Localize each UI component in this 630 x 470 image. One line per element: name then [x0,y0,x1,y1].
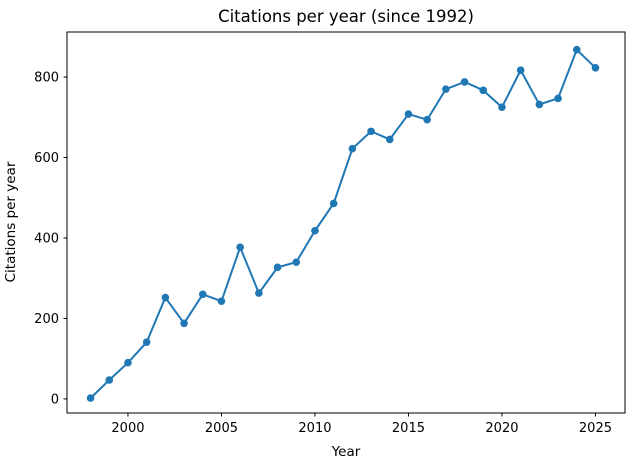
y-axis-label: Citations per year [3,161,19,282]
data-point [311,226,319,235]
y-tick-label: 600 [34,151,59,166]
x-tick-label: 2005 [205,421,238,436]
data-point [498,103,506,112]
data-point [105,376,114,384]
x-axis-label: Year [331,444,361,460]
series-line [89,48,597,400]
data-point [142,338,151,346]
y-tick-label: 800 [34,71,59,86]
chart-title: Citations per year (since 1992) [218,7,474,26]
data-point [180,319,188,328]
data-point [292,258,301,266]
data-point [348,144,357,153]
data-point [86,394,95,402]
x-tick-label: 2015 [392,421,425,436]
data-point [198,290,207,299]
data-point [404,110,413,118]
data-point [460,78,469,86]
data-point [479,86,488,95]
data-series [86,45,600,402]
data-point [591,64,600,72]
x-tick-label: 2000 [111,421,144,436]
data-point [554,94,562,103]
data-point [124,358,132,367]
y-axis-ticks: 0 200 400 600 800 [34,71,67,407]
y-tick-label: 0 [51,392,59,407]
data-point [535,100,544,109]
x-axis-ticks: 2000 2005 2010 2015 2020 2025 [111,413,612,436]
data-point [273,263,282,272]
data-point [255,289,263,297]
plot-area [66,31,626,414]
data-point [442,85,450,93]
y-tick-label: 400 [34,231,59,246]
data-point [423,115,431,124]
x-tick-label: 2025 [579,421,612,436]
data-point [236,243,244,252]
data-point [217,297,226,305]
x-tick-label: 2010 [298,421,331,436]
data-point [572,45,581,54]
data-point [329,199,338,208]
data-point [367,127,375,136]
y-tick-label: 200 [34,312,59,327]
x-tick-label: 2020 [485,421,518,436]
data-point [385,135,394,144]
data-point [516,66,525,75]
data-point [161,293,170,302]
